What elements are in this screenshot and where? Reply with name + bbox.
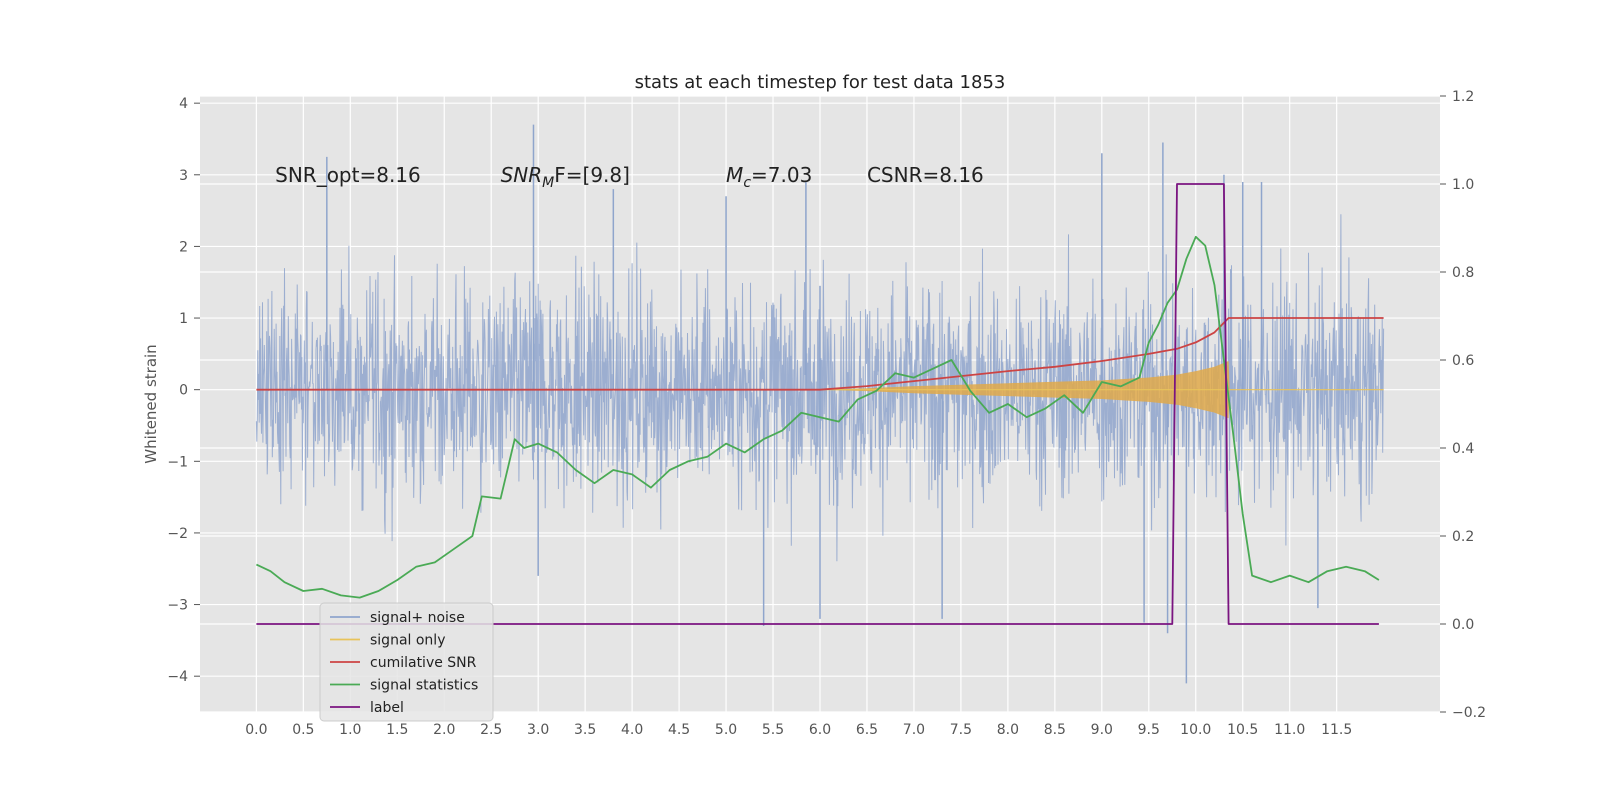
x-tick-label: 3.5 (574, 722, 596, 738)
y2-tick-label: −0.2 (1452, 705, 1486, 721)
x-tick-label: 9.5 (1138, 722, 1160, 738)
legend-label: signal only (370, 633, 445, 649)
x-tick-label: 8.0 (997, 722, 1019, 738)
y-tick-label: 4 (179, 96, 188, 112)
x-axis: 0.0 0.5 1.0 1.5 2.0 2.5 3.0 3.5 4.0 4.5 5.0 5.5 6.0 6… (245, 722, 1352, 738)
x-tick-label: 7.0 (903, 722, 925, 738)
legend-label: cumilative SNR (370, 655, 477, 671)
y2-tick-label: 0.0 (1452, 617, 1474, 633)
y2-tick-label: 0.8 (1452, 265, 1474, 281)
x-tick-label: 0.5 (292, 722, 314, 738)
y2-tick-label: 0.2 (1452, 529, 1474, 545)
y2-tick-label: 1.0 (1452, 177, 1474, 193)
y-tick-label: 2 (179, 239, 188, 255)
y-axis-left: 4 3 2 1 0 −1 −2 −3 −4 (167, 96, 200, 685)
annotation-mc-base: M (726, 163, 743, 187)
x-tick-label: 10.0 (1180, 722, 1211, 738)
x-tick-label: 1.0 (339, 722, 361, 738)
y-tick-label: −3 (167, 598, 188, 614)
x-tick-label: 1.5 (386, 722, 408, 738)
x-tick-label: 4.5 (668, 722, 690, 738)
x-tick-label: 11.5 (1321, 722, 1352, 738)
y-tick-label: 0 (179, 383, 188, 399)
chart-title: stats at each timestep for test data 185… (635, 72, 1006, 93)
x-tick-label: 5.5 (762, 722, 784, 738)
y-tick-label: 3 (179, 168, 188, 184)
x-tick-label: 11.0 (1274, 722, 1305, 738)
x-tick-label: 2.5 (480, 722, 502, 738)
annotation-csnr: CSNR=8.16 (867, 163, 984, 187)
annotation-snr-mf-sub: M (542, 175, 554, 191)
x-tick-label: 8.5 (1044, 722, 1066, 738)
x-tick-label: 3.0 (527, 722, 549, 738)
label-line (256, 183, 1379, 625)
annotation-mc-sub: c (743, 175, 751, 191)
y-axis-label: Whitened strain (142, 344, 160, 463)
annotation-snr-mf: SNRMF=[9.8] (501, 163, 630, 191)
series-layer (256, 183, 1384, 625)
y-tick-label: −1 (167, 454, 188, 470)
y-tick-label: 1 (179, 311, 188, 327)
y2-tick-label: 0.4 (1452, 441, 1474, 457)
annotation-snr-opt: SNR_opt=8.16 (275, 163, 421, 187)
y2-tick-label: 1.2 (1452, 89, 1474, 105)
x-tick-label: 0.0 (245, 722, 267, 738)
legend-box (319, 602, 494, 722)
x-tick-label: 10.5 (1227, 722, 1258, 738)
x-tick-label: 7.5 (950, 722, 972, 738)
annotation-chirp-mass: Mc=7.03 (726, 163, 812, 191)
x-tick-label: 2.0 (433, 722, 455, 738)
annotation-snr-mf-value: F=[9.8] (554, 163, 630, 187)
x-tick-label: 6.5 (856, 722, 878, 738)
legend-label: signal+ noise (370, 610, 465, 626)
legend: signal+ noise signal only cumilative SNR si… (319, 602, 494, 722)
y-tick-label: −4 (167, 669, 188, 685)
x-tick-label: 9.0 (1091, 722, 1113, 738)
legend-label: signal statistics (370, 678, 478, 694)
y2-tick-label: 0.6 (1452, 353, 1474, 369)
x-tick-label: 5.0 (715, 722, 737, 738)
y-tick-label: −2 (167, 526, 188, 542)
signal-statistics-line (256, 235, 1380, 599)
annotation-mc-value: =7.03 (751, 163, 812, 187)
annotations: SNR_opt=8.16 SNRMF=[9.8] Mc=7.03 CSNR=8.… (275, 163, 984, 191)
annotation-snr-mf-base: SNR (501, 163, 543, 187)
x-tick-label: 4.0 (621, 722, 643, 738)
legend-label: label (370, 700, 404, 716)
y-axis-right: 1.2 1.0 0.8 0.6 0.4 0.2 0.0 −0.2 (1440, 89, 1486, 721)
x-tick-label: 6.0 (809, 722, 831, 738)
signal-noise-series (255, 124, 1385, 684)
